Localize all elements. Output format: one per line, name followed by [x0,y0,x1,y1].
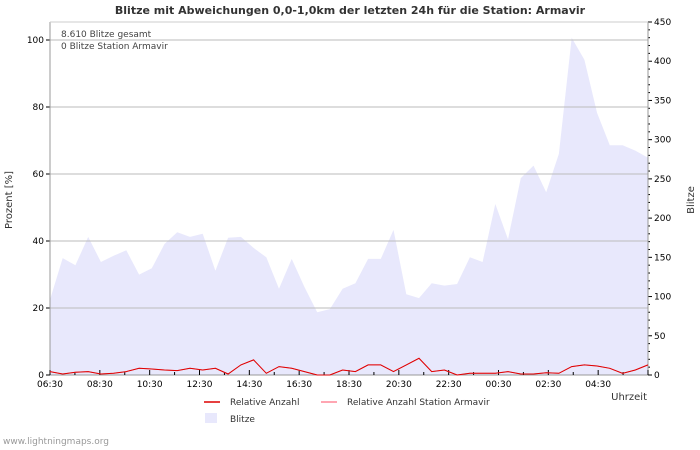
y2-tick-label: 200 [654,214,671,224]
x-tick-label: 10:30 [137,380,163,390]
info-station: 0 Blitze Station Armavir [61,42,168,52]
legend-label-relative: Relative Anzahl [230,398,299,408]
y-tick-label: 60 [33,170,45,180]
x-tick-label: 00:30 [486,380,512,390]
legend-swatch-blitze [205,413,217,423]
x-tick-label: 08:30 [87,380,113,390]
x-axis-label: Uhrzeit [611,392,647,403]
info-total: 8.610 Blitze gesamt [61,30,152,40]
y2-tick-label: 300 [654,136,671,146]
y2-tick-label: 250 [654,175,671,185]
blitze-area [50,37,648,375]
legend-label-blitze: Blitze [230,415,255,425]
x-tick-label: 20:30 [386,380,412,390]
y2-tick-label: 100 [654,293,671,303]
y-tick-label: 100 [27,36,44,46]
y2-tick-label: 50 [654,332,666,342]
y-axis-label: Prozent [%] [4,171,15,229]
legend-label-station: Relative Anzahl Station Armavir [347,398,490,408]
y2-tick-label: 150 [654,253,671,263]
footer-link[interactable]: www.lightningmaps.org [3,437,109,447]
x-tick-label: 22:30 [436,380,462,390]
y-tick-label: 20 [33,304,45,314]
y2-tick-label: 450 [654,18,671,28]
y2-tick-label: 350 [654,96,671,106]
x-tick-label: 06:30 [37,380,63,390]
y-tick-label: 0 [38,371,44,381]
x-tick-label: 12:30 [187,380,213,390]
line-relative [49,357,649,376]
chart-title: Blitze mit Abweichungen 0,0-1,0km der le… [115,4,586,17]
y2-tick-label: 0 [654,371,660,381]
x-tick-label: 16:30 [286,380,312,390]
x-tick-label: 04:30 [585,380,611,390]
y-tick-label: 40 [33,237,45,247]
x-tick-label: 18:30 [336,380,362,390]
y2-axis-label: Blitze [686,186,697,214]
x-tick-label: 14:30 [236,380,262,390]
x-tick-label: 02:30 [535,380,561,390]
y2-tick-label: 400 [654,57,671,67]
y-tick-label: 80 [33,103,45,113]
